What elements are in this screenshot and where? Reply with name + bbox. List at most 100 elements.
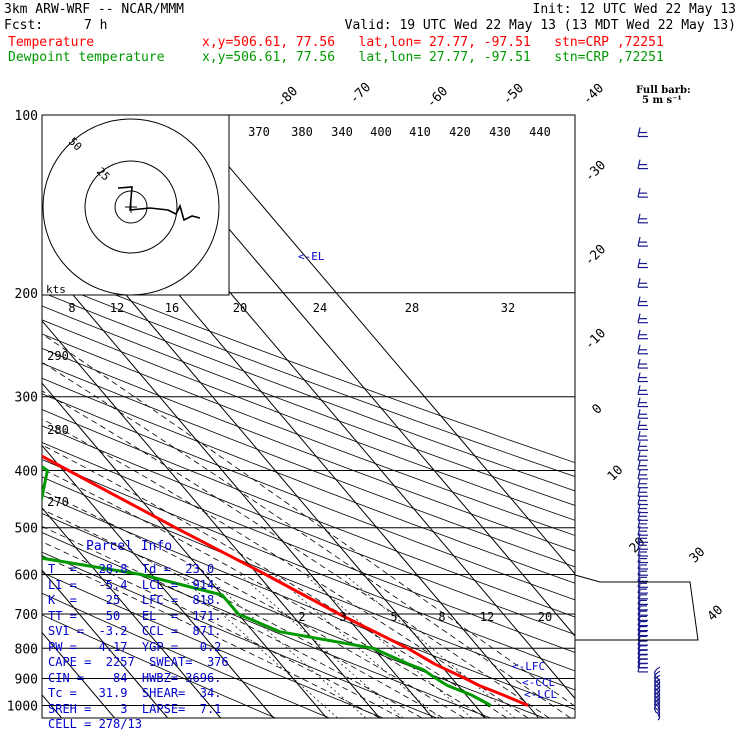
dry-adiabat [42, 292, 575, 492]
dry-adiabat [42, 278, 575, 478]
mixing-ratio-label: 32 [501, 301, 515, 315]
isotherm-line [42, 507, 222, 718]
parcel-info-title: Parcel Info [86, 539, 173, 554]
plot-frame [41, 114, 576, 719]
lfc-label: <-LFC [512, 660, 546, 673]
hodograph-ring-middle [84, 160, 178, 254]
dry-adiabat [42, 572, 384, 718]
moist-adiabat [42, 418, 529, 718]
theta-label: 440 [529, 125, 551, 139]
dry-adiabat [42, 494, 575, 710]
theta-label: 290 [47, 349, 69, 363]
dry-adiabat [42, 265, 575, 464]
parcel-info-row: TT = 50 EL = 171. [48, 608, 222, 623]
el-label: <-EL [298, 250, 325, 263]
isotherm-label: 0 [589, 401, 605, 417]
mixing-ratio-line [239, 574, 404, 718]
parcel-info-row: SREH = 3 LAPSE= 7.1 [48, 701, 222, 716]
parcel-info-row: LI = -5.4 LCL = 914. [48, 577, 222, 592]
isotherm-label: -10 [582, 326, 609, 353]
mixing-ratio-label: 12 [480, 610, 494, 624]
plot-frame-extension [574, 574, 699, 641]
mixing-ratio-label: 12 [110, 301, 124, 315]
mixing-ratio-line [304, 574, 473, 718]
temperature-location: x,y=506.61, 77.56 lat,lon= 27.77, -97.51… [202, 35, 664, 50]
moist-adiabat [42, 468, 486, 718]
theta-label: 270 [47, 495, 69, 509]
isotherm-label: -40 [580, 81, 607, 108]
parcel-info-row: PW = 4.17 YGP = 0.2 [48, 639, 222, 654]
temperature-legend: Temperature [8, 35, 95, 50]
forecast-label: Fcst: [4, 18, 44, 33]
valid-time: Valid: 19 UTC Wed 22 May 13 (13 MDT Wed … [344, 18, 736, 33]
theta-label: 340 [331, 125, 353, 139]
dry-adiabat [42, 409, 575, 618]
dry-adiabat [42, 442, 575, 653]
theta-label: 430 [489, 125, 511, 139]
theta-label: 410 [409, 125, 431, 139]
dewpoint-legend: Dewpoint temperature [8, 50, 165, 65]
theta-label: 380 [291, 125, 313, 139]
mixing-ratio-label: 5 [390, 610, 397, 624]
theta-label: 280 [47, 423, 69, 437]
wind-barb [654, 697, 661, 717]
theta-label: 400 [370, 125, 392, 139]
hodograph-trace [117, 186, 201, 222]
isotherm-label: 10 [605, 463, 627, 485]
moist-adiabat [42, 489, 465, 718]
isotherm-line [42, 382, 328, 718]
barb-legend-line2: 5 m s⁻¹ [642, 95, 682, 106]
pressure-tick-label: 1000 [7, 699, 38, 714]
barb-legend-line1: Full barb: [636, 85, 691, 96]
mixing-ratio-label: 24 [313, 301, 327, 315]
isotherm-line [42, 569, 169, 718]
mixing-ratio-label: 16 [165, 301, 179, 315]
parcel-info-row: Tc = 31.9 SHEAR= 34. [48, 686, 222, 700]
pressure-tick-label: 700 [15, 608, 38, 623]
isotherm-label: -20 [582, 242, 609, 269]
hodograph-ring-outer [42, 118, 220, 295]
hodograph-kts-label: kts [46, 283, 66, 296]
moist-adiabat [42, 444, 508, 718]
dewpoint-line [42, 465, 492, 707]
mixing-ratio-label: 8 [438, 610, 445, 624]
init-time: Init: 12 UTC Wed 22 May 13 [532, 2, 737, 17]
dry-adiabat [42, 532, 491, 718]
pressure-tick-label: 600 [15, 568, 38, 583]
moist-adiabat [42, 361, 571, 718]
dry-adiabat [42, 362, 575, 568]
dry-adiabat [42, 319, 575, 521]
isotherm-label: 40 [705, 603, 727, 625]
parcel-info-row: CELL = 278/13 [48, 717, 142, 731]
wind-barbs [574, 127, 699, 721]
isotherm-line [0, 115, 9, 718]
dry-adiabat [42, 476, 575, 691]
parcel-info-row: K = 25 LFC = 818. [48, 593, 222, 607]
dry-adiabat [42, 305, 575, 506]
pressure-tick-label: 200 [15, 287, 38, 302]
dry-adiabat [42, 592, 330, 718]
dry-adiabat [42, 393, 575, 601]
isotherm-label: 30 [687, 545, 709, 567]
parcel-info-row: SVI = -3.2 CCL = 871. [48, 624, 222, 638]
pressure-tick-label: 900 [15, 672, 38, 687]
dry-adiabat [42, 333, 575, 536]
dry-adiabat [42, 459, 575, 672]
model-title: 3km ARW-WRF -- NCAR/MMM [4, 2, 185, 17]
ccl-label: <-CCL [522, 676, 556, 689]
moist-adiabat [42, 333, 575, 707]
theta-label: 370 [248, 125, 270, 139]
isotherm-label: -70 [347, 80, 374, 107]
mixing-ratio-label: 3 [339, 610, 346, 624]
parcel-info-row: CAPE = 2257 SWEAT= 376 [48, 655, 229, 669]
temperature-line [42, 454, 529, 707]
mixing-ratio-line [204, 574, 366, 718]
mixing-ratio-line [344, 574, 516, 718]
parcel-info-row: T = 28.8 Td = 23.0 [48, 562, 215, 576]
isotherm-line [42, 320, 381, 718]
dry-adiabat [42, 425, 575, 635]
mixing-ratio-label: 2 [298, 610, 305, 624]
theta-label: 420 [449, 125, 471, 139]
